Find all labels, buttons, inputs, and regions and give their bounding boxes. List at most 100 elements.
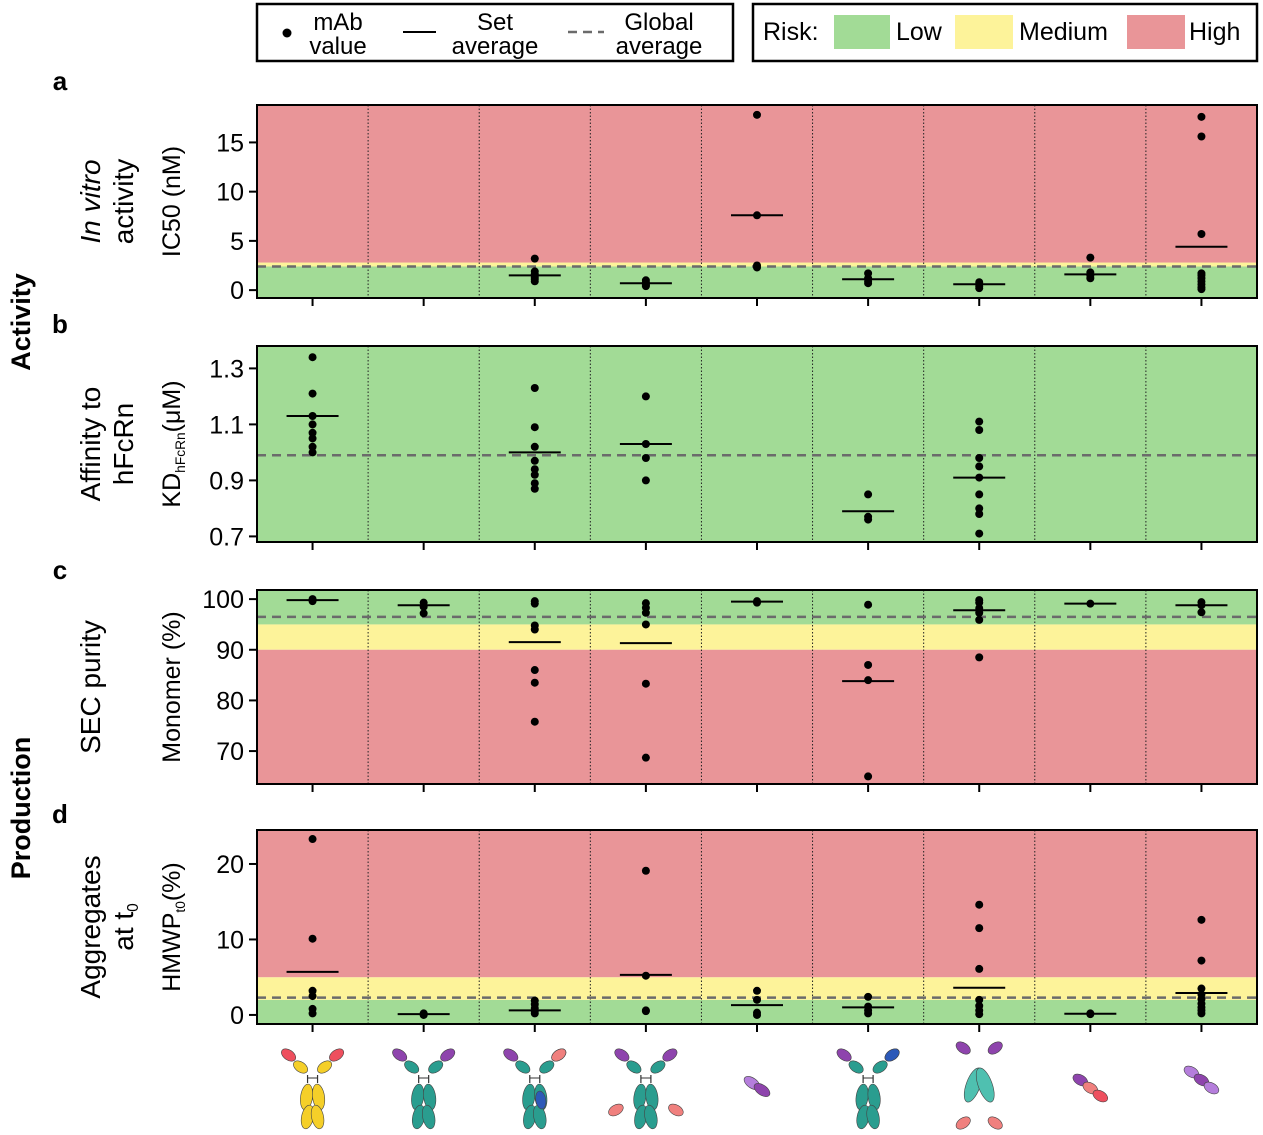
mab-value-point <box>641 282 650 291</box>
y-axis-unit: HMWPt0(%) <box>158 862 188 992</box>
mab-value-point <box>753 1010 761 1019</box>
mab-value-point <box>975 510 984 518</box>
mab-value-point <box>308 412 317 420</box>
mab-value-point <box>1197 915 1206 924</box>
risk-high-label: High <box>1189 18 1240 46</box>
panel-a: 0 5 10 15 a In vitro activity IC50 (nM) <box>53 66 1258 306</box>
mab-value-point <box>1086 1010 1095 1019</box>
y-tick-label: 90 <box>216 637 244 665</box>
y-tick-label: 80 <box>216 687 244 715</box>
mab-value-point <box>1197 1009 1206 1018</box>
mab-value-point <box>1086 599 1095 608</box>
mab-value-point <box>641 476 650 485</box>
mab-value-point <box>530 442 539 451</box>
format-icon-5 <box>743 1076 771 1097</box>
y-axis-title-line-1: In vitro <box>75 159 106 243</box>
y-tick-label: 0 <box>230 277 244 305</box>
format-icon-4 <box>608 1048 684 1130</box>
format-icon-2 <box>392 1048 456 1130</box>
panel-b: 0.7 0.9 1.1 1.3 b Affinity to hFcRn KDhFcRn(μM) <box>52 309 1258 551</box>
risk-band-low <box>257 590 1257 625</box>
mab-value-point <box>975 924 984 933</box>
mab-value-point <box>641 866 650 875</box>
format-icon-8 <box>1072 1073 1108 1103</box>
mab-value-point <box>753 110 761 119</box>
y-tick-label: 10 <box>216 926 244 954</box>
mab-value-point <box>975 598 984 607</box>
panel-letter: c <box>53 555 67 585</box>
mab-value-point <box>975 462 984 471</box>
mab-value-point <box>864 660 873 669</box>
marker-legend-box <box>255 2 735 63</box>
mab-value-point <box>975 490 984 499</box>
mab-value-point <box>308 448 317 457</box>
mab-value-point <box>641 454 650 462</box>
risk-band-high <box>257 649 1257 784</box>
legend-global-average-label-1: Global <box>624 9 693 36</box>
y-axis-title-line-2: at t0 <box>108 903 142 950</box>
mab-value-point <box>530 277 539 286</box>
mab-value-point <box>308 389 317 398</box>
mab-value-point <box>530 678 539 687</box>
y-tick-label: 1.3 <box>209 355 244 383</box>
mab-value-point <box>308 442 317 451</box>
mab-value-point <box>1197 132 1206 141</box>
y-tick-label: 5 <box>230 228 244 256</box>
y-tick-label: 0 <box>230 1002 244 1030</box>
mab-value-point <box>530 423 539 432</box>
mab-value-point <box>1197 984 1206 993</box>
legend-dot-label-1: mAb <box>313 9 362 36</box>
mab-value-point <box>975 900 984 909</box>
y-tick-label: 0.9 <box>209 467 244 495</box>
panel-letter: b <box>52 309 68 339</box>
legend-set-average-label-2: average <box>452 33 539 60</box>
mab-value-point <box>308 428 317 437</box>
y-tick-label: 20 <box>216 851 244 879</box>
y-axis-unit: IC50 (nM) <box>158 146 186 257</box>
mab-value-point <box>975 454 984 462</box>
y-axis-unit: Monomer (%) <box>158 611 186 762</box>
mab-value-point <box>1086 253 1095 262</box>
mab-value-point <box>975 964 984 973</box>
risk-band-medium <box>257 624 1257 650</box>
mab-value-point <box>864 992 873 1001</box>
y-tick-label: 100 <box>202 586 244 614</box>
risk-band-high <box>257 830 1257 978</box>
mab-value-point <box>308 597 317 606</box>
y-axis-title-line-2: activity <box>108 159 139 245</box>
mab-value-point <box>975 284 984 293</box>
mab-value-point <box>641 620 650 629</box>
mab-value-point <box>975 653 984 662</box>
risk-legend-title: Risk: <box>763 18 819 46</box>
mab-value-point <box>308 992 317 1001</box>
panels: 0 5 10 15 a In vitro activity IC50 (nM) 0.7 0.9 1.… <box>52 66 1258 1032</box>
y-axis-unit: KDhFcRn(μM) <box>158 380 188 507</box>
mab-value-point <box>308 420 317 429</box>
group-label-activity: Activity <box>6 273 36 371</box>
y-axis-title-line-1: Affinity to <box>75 387 106 502</box>
legend-global-average-label-2: average <box>616 33 703 60</box>
mab-value-point <box>753 598 761 607</box>
mab-value-point <box>1197 601 1206 610</box>
mab-value-point <box>1197 229 1206 238</box>
legends: mAb value Set average Global average Ris… <box>255 2 1259 63</box>
mab-value-point <box>1197 956 1206 965</box>
mab-value-point <box>641 971 650 980</box>
mab-value-point <box>308 353 317 362</box>
y-tick-label: 1.1 <box>209 411 244 439</box>
mab-value-point <box>530 625 539 634</box>
mab-value-point <box>419 1010 428 1019</box>
panel-letter: a <box>53 66 68 96</box>
format-icons <box>281 1041 1220 1130</box>
mab-value-point <box>975 608 984 617</box>
mab-value-point <box>864 772 873 781</box>
mab-value-point <box>530 599 539 608</box>
risk-medium-label: Medium <box>1019 18 1108 46</box>
mab-value-point <box>641 679 650 688</box>
mab-value-point <box>753 995 761 1004</box>
mab-value-point <box>530 384 539 392</box>
mab-value-point <box>530 479 539 488</box>
mab-value-point <box>753 986 761 995</box>
risk-band-low <box>257 346 1257 542</box>
